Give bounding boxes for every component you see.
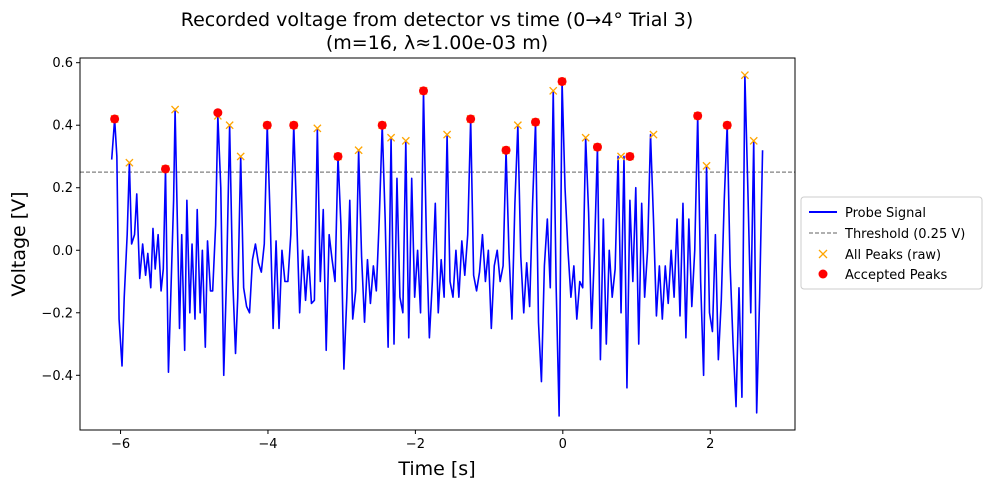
accepted-peak-marker — [333, 151, 343, 161]
accepted-peak-marker — [418, 86, 428, 96]
raw-peak-marker — [581, 133, 590, 142]
accepted-peak-marker — [722, 120, 732, 130]
raw-peak-marker — [354, 146, 363, 155]
raw-peak-marker — [401, 136, 410, 145]
legend-raw-peaks-label: All Peaks (raw) — [845, 248, 941, 263]
accepted-peak-marker — [213, 108, 223, 118]
accepted-peak-marker — [377, 120, 387, 130]
x-tick-label: −4 — [258, 437, 277, 452]
accepted-peak-marker — [161, 164, 171, 174]
x-axis-label: Time [s] — [397, 458, 475, 480]
raw-peak-marker — [225, 121, 234, 130]
x-tick-label: −6 — [111, 437, 130, 452]
legend-signal-label: Probe Signal — [845, 206, 926, 221]
legend-raw-peaks-marker — [818, 249, 828, 259]
accepted-peak-marker — [531, 117, 541, 127]
raw-peak-marker — [171, 105, 180, 114]
y-tick-label: 0.4 — [52, 119, 73, 134]
legend-accepted-peaks-label: Accepted Peaks — [845, 268, 948, 283]
legend: Probe Signal Threshold (0.25 V) All Peak… — [800, 196, 983, 290]
legend-threshold-label: Threshold (0.25 V) — [844, 227, 965, 242]
chart-title: Recorded voltage from detector vs time (… — [181, 9, 694, 31]
y-axis: −0.4 −0.2 0.0 0.2 0.4 0.6 — [41, 56, 80, 384]
chart-subtitle: (m=16, λ≈1.00e-03 m) — [326, 32, 548, 54]
accepted-peak-marker — [110, 114, 120, 124]
x-tick-label: 0 — [559, 437, 567, 452]
raw-peak-marker — [443, 130, 452, 139]
raw-peak-marker — [513, 121, 522, 130]
y-tick-label: −0.2 — [41, 306, 73, 321]
legend-box — [800, 196, 983, 290]
raw-peak-marker — [236, 152, 245, 161]
raw-peak-marker — [387, 133, 396, 142]
y-tick-label: 0.2 — [52, 181, 73, 196]
accepted-peak-marker — [466, 114, 476, 124]
accepted-peak-marker — [289, 120, 299, 130]
signal-layer — [110, 74, 764, 417]
y-tick-label: 0.6 — [52, 56, 73, 71]
accepted-peak-marker — [557, 76, 567, 86]
plot-frame — [79, 57, 796, 431]
raw-peak-marker — [649, 130, 658, 139]
probe-signal-line — [110, 74, 764, 417]
y-axis-label: Voltage [V] — [8, 191, 30, 296]
raw-peak-marker — [549, 86, 558, 95]
accepted-peak-marker — [693, 111, 703, 121]
raw-peak-marker — [740, 71, 749, 80]
accepted-peak-marker — [501, 145, 511, 155]
y-tick-label: 0.0 — [52, 244, 73, 259]
raw-peak-marker — [125, 158, 134, 167]
accepted-peaks-layer — [110, 76, 732, 174]
raw-peak-marker — [616, 152, 626, 161]
accepted-peak-marker — [592, 142, 602, 152]
x-tick-label: −2 — [406, 437, 425, 452]
y-tick-label: −0.4 — [41, 369, 73, 384]
accepted-peak-marker — [262, 120, 272, 130]
raw-peak-marker — [313, 124, 322, 133]
accepted-peak-marker — [625, 151, 635, 161]
raw-peak-marker — [702, 161, 711, 170]
x-axis: −6 −4 −2 0 2 — [111, 430, 714, 452]
x-tick-label: 2 — [706, 437, 714, 452]
raw-peak-marker — [749, 136, 758, 145]
legend-accepted-peaks-marker — [818, 269, 828, 279]
